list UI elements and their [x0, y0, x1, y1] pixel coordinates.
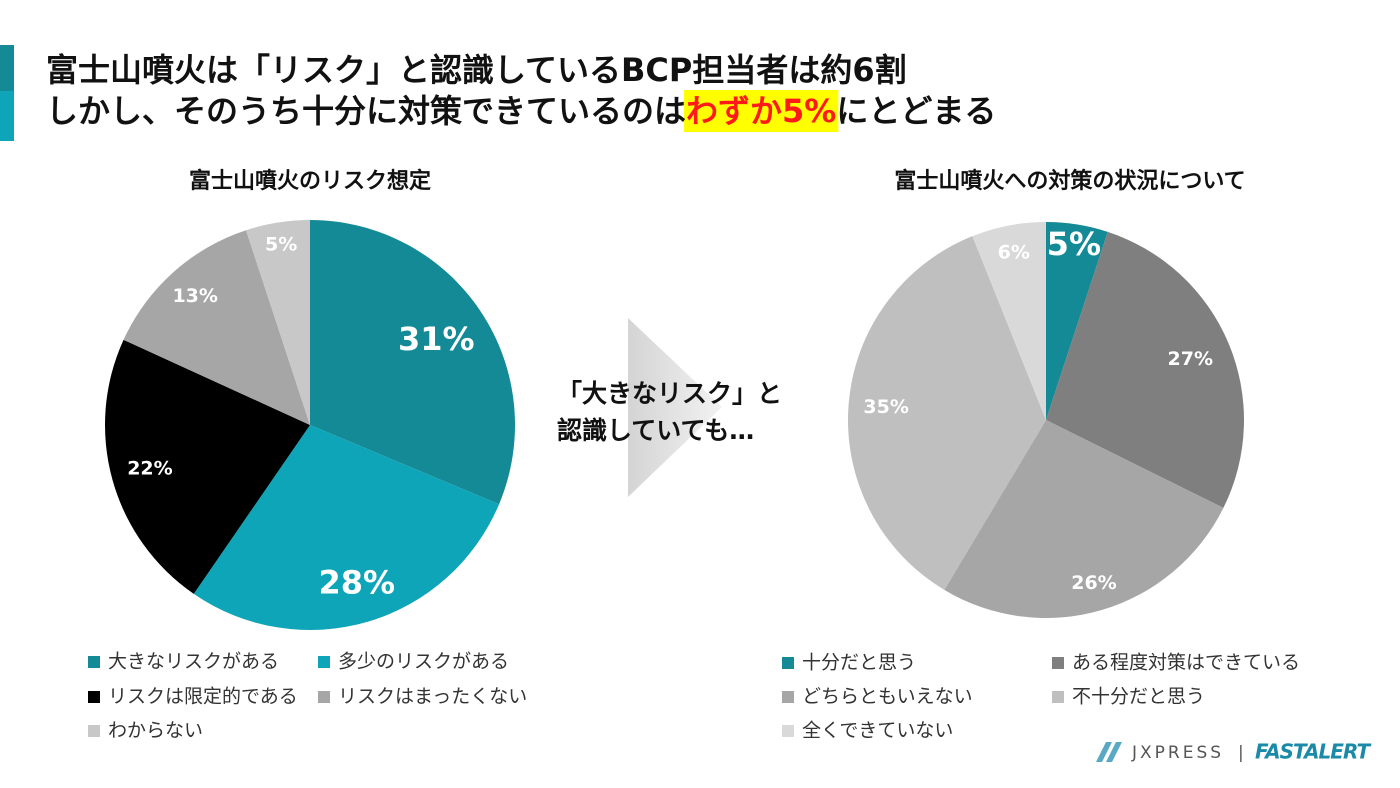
chart-title: 富士山噴火への対策の状況について [894, 168, 1245, 194]
headline-part: にとどまる [836, 92, 996, 130]
legend-swatch [88, 656, 100, 668]
pie-slice [123, 230, 310, 425]
legend-swatch [318, 656, 330, 668]
legend-swatch [782, 691, 794, 703]
data-label: 5% [265, 233, 297, 255]
legend-label: どちらともいえない [802, 686, 973, 708]
legend-swatch [1052, 657, 1064, 669]
legend-label: リスクは限定的である [108, 686, 298, 708]
accent-bar [0, 45, 14, 91]
data-label: 31% [398, 320, 475, 358]
legend-label: 十分だと思う [802, 652, 916, 674]
legend-label: わからない [108, 720, 203, 742]
pie-slice [848, 236, 1046, 590]
legend-swatch [318, 691, 330, 703]
logo: FASTALERT [1255, 740, 1371, 764]
legend-label: 不十分だと思う [1072, 686, 1205, 708]
chart-title: 富士山噴火のリスク想定 [189, 168, 431, 194]
legend-swatch [1052, 691, 1064, 703]
separator: | [1238, 743, 1244, 763]
data-label: 28% [318, 563, 395, 601]
legend-swatch [782, 657, 794, 669]
data-label: 22% [127, 458, 172, 480]
legend-label: ある程度対策はできている [1072, 652, 1300, 674]
pie-slice [944, 420, 1224, 619]
legend-label: 多少のリスクがある [338, 651, 509, 673]
logo: JXPRESS [1131, 743, 1224, 763]
pie-slice [246, 220, 310, 425]
data-label: 5% [1047, 225, 1101, 263]
pie-slice [1046, 222, 1108, 420]
legend-label: 全くできていない [802, 720, 953, 742]
pie-slice [105, 339, 310, 594]
headline: 富士山噴火は「リスク」と認識しているBCP担当者は約6割 [46, 51, 907, 89]
data-label: 26% [1071, 572, 1116, 594]
arrow-text: 「大きなリスク」と [557, 379, 782, 408]
pie-slice [972, 222, 1046, 420]
legend-swatch [782, 725, 794, 737]
pie-slice [1046, 231, 1244, 508]
headline-part: しかし、そのうち十分に対策できているのは [46, 92, 686, 130]
data-label: 13% [172, 285, 217, 307]
legend-label: 大きなリスクがある [108, 651, 279, 673]
highlight: わずか5% [686, 92, 836, 130]
arrow-text: 認識していても… [557, 416, 754, 445]
headline: しかし、そのうち十分に対策できているのはわずか5%にとどまる [46, 92, 996, 130]
data-label: 6% [998, 241, 1030, 263]
data-label: 35% [863, 396, 908, 418]
pie-slice [193, 425, 500, 630]
arrow [628, 318, 722, 497]
legend-label: リスクはまったくない [338, 686, 527, 708]
logo-icon [1096, 742, 1122, 762]
legend-swatch [88, 691, 100, 703]
highlight-bg [684, 90, 839, 132]
legend-swatch [88, 725, 100, 737]
data-label: 27% [1168, 348, 1213, 370]
pie-slice [310, 220, 515, 505]
accent-bar [0, 91, 14, 141]
